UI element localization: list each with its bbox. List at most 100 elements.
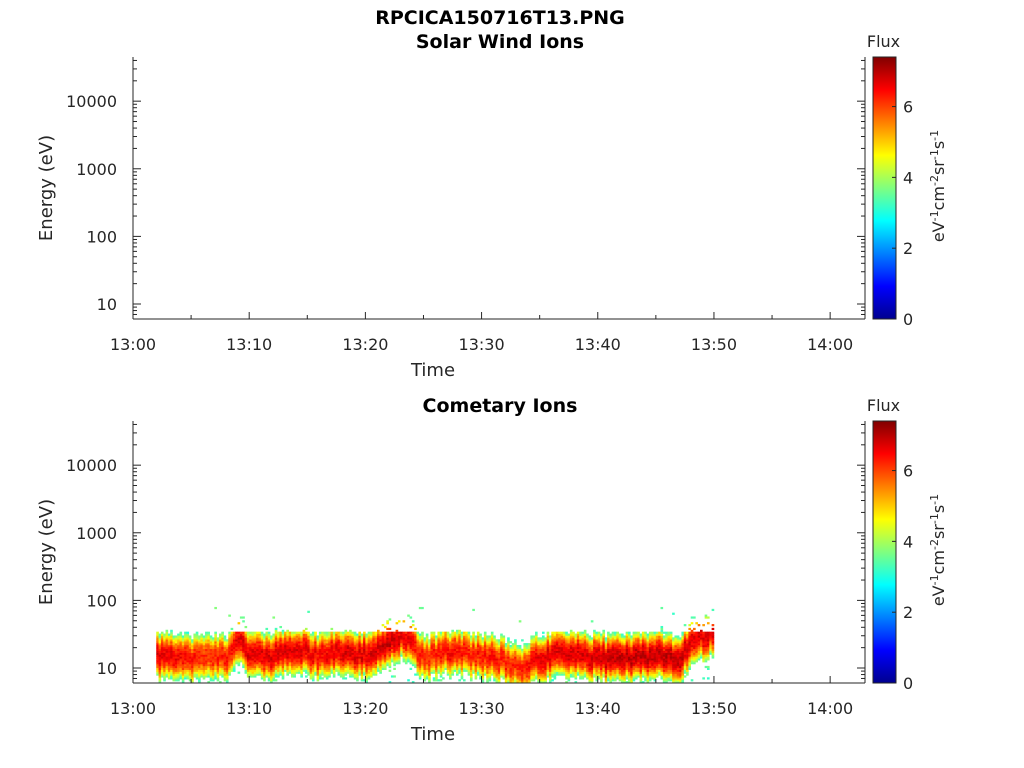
heatmap-cell (504, 646, 508, 650)
heatmap-cell (372, 631, 375, 634)
heatmap-cell (500, 658, 503, 661)
heatmap-cell (425, 667, 429, 670)
heatmap-cell (414, 648, 417, 651)
heatmap-cell (437, 650, 441, 653)
heatmap-cell (281, 650, 285, 653)
heatmap-cell (416, 635, 420, 638)
heatmap-cell (184, 635, 187, 638)
heatmap-cell (435, 667, 438, 670)
heatmap-cell (623, 677, 626, 680)
heatmap-cell (500, 646, 503, 650)
heatmap-cell (430, 643, 434, 646)
heatmap-cell (572, 656, 575, 659)
heatmap-cell (277, 633, 280, 636)
heatmap-cell (481, 648, 485, 651)
heatmap-cell (528, 652, 531, 655)
heatmap-cell (541, 660, 545, 663)
heatmap-cell (425, 643, 429, 646)
heatmap-cell (332, 673, 336, 676)
heatmap-cell (516, 675, 520, 678)
heatmap-cell (569, 654, 573, 657)
heatmap-cell (507, 637, 510, 640)
heatmap-cell (449, 658, 452, 661)
heatmap-cell (421, 665, 424, 669)
heatmap-cell (586, 635, 589, 638)
heatmap-cell (634, 644, 638, 648)
heatmap-cell (565, 658, 568, 661)
heatmap-cell (163, 635, 166, 638)
heatmap-cell (230, 660, 234, 663)
heatmap-cell (430, 667, 434, 670)
heatmap-cell (623, 679, 626, 682)
heatmap-cell (256, 639, 259, 642)
heatmap-cell (474, 665, 478, 669)
heatmap-cell (504, 675, 508, 678)
heatmap-cell (548, 644, 552, 648)
heatmap-cell (632, 671, 636, 674)
heatmap-cell (476, 658, 480, 661)
heatmap-cell (172, 646, 176, 650)
heatmap-cell (576, 660, 580, 663)
heatmap-cell (509, 681, 513, 684)
heatmap-cell (451, 671, 454, 674)
heatmap-cell (625, 667, 629, 670)
heatmap-cell (541, 656, 545, 659)
heatmap-cell (314, 662, 317, 665)
heatmap-cell (446, 643, 450, 646)
heatmap-cell (307, 669, 310, 672)
heatmap-cell (209, 669, 213, 672)
heatmap-cell (242, 633, 245, 636)
heatmap-cell (602, 675, 606, 678)
heatmap-cell (569, 652, 573, 655)
heatmap-cell (632, 646, 636, 650)
heatmap-cell (253, 665, 257, 669)
heatmap-cell (379, 648, 382, 651)
heatmap-cell (574, 641, 578, 644)
heatmap-cell (548, 637, 552, 640)
heatmap-cell (574, 633, 578, 636)
heatmap-cell (249, 660, 252, 663)
heatmap-cell (442, 677, 445, 680)
heatmap-cell (304, 675, 308, 678)
heatmap-cell (163, 662, 166, 665)
heatmap-cell (188, 662, 192, 665)
heatmap-cell (572, 650, 575, 653)
heatmap-cell (590, 675, 594, 678)
heatmap-cell (453, 643, 457, 646)
heatmap-cell (221, 656, 224, 659)
heatmap-cell (583, 650, 587, 653)
heatmap-cell (500, 639, 503, 642)
heatmap-cell (544, 679, 547, 682)
heatmap-cell (604, 637, 608, 640)
heatmap-cell (158, 662, 162, 665)
heatmap-cell (165, 662, 169, 665)
heatmap-cell (614, 648, 617, 651)
heatmap-cell (593, 643, 596, 646)
heatmap-cell (160, 656, 164, 659)
heatmap-cell (532, 639, 536, 642)
heatmap-cell (386, 627, 389, 631)
heatmap-cell (634, 639, 638, 642)
heatmap-cell (502, 648, 506, 651)
heatmap-cell (188, 641, 192, 644)
heatmap-cell (195, 654, 199, 657)
heatmap-cell (558, 654, 561, 657)
heatmap-cell (179, 669, 183, 672)
heatmap-cell (267, 667, 271, 670)
heatmap-cell (495, 658, 499, 661)
heatmap-cell (495, 648, 499, 651)
heatmap-cell (511, 663, 515, 667)
heatmap-cell (367, 663, 371, 667)
heatmap-cell (297, 665, 301, 669)
heatmap-cell (242, 637, 245, 640)
heatmap-cell (367, 643, 371, 646)
heatmap-cell (597, 675, 601, 678)
heatmap-cell (179, 644, 183, 648)
heatmap-cell (583, 637, 587, 640)
heatmap-cell (474, 639, 478, 642)
heatmap-cell (595, 663, 599, 667)
heatmap-cell (483, 646, 487, 650)
figure-title: RPCICA150716T13.PNG (375, 7, 625, 29)
heatmap-cell (258, 639, 262, 642)
heatmap-cell (332, 671, 336, 674)
